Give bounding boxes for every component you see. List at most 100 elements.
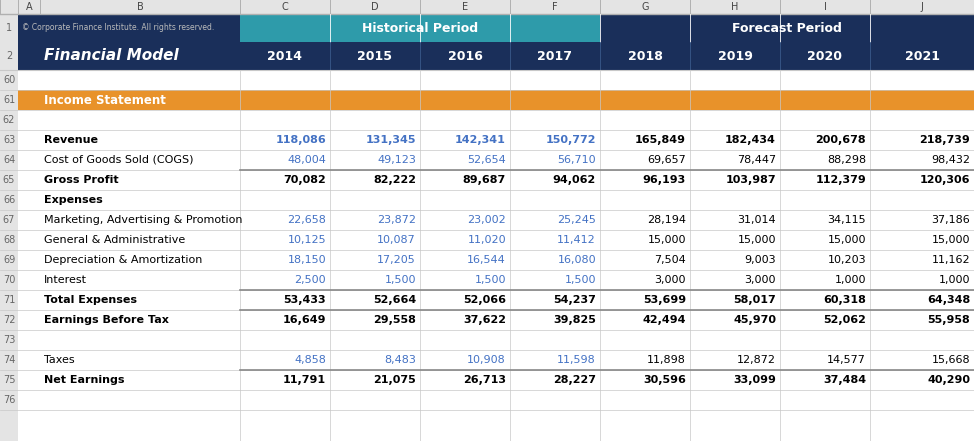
Text: Cost of Goods Sold (COGS): Cost of Goods Sold (COGS) <box>44 155 194 165</box>
Text: 42,494: 42,494 <box>643 315 686 325</box>
Text: 1,000: 1,000 <box>835 275 866 285</box>
Text: 67: 67 <box>3 215 16 225</box>
Text: 2017: 2017 <box>538 49 573 63</box>
Text: 56,710: 56,710 <box>557 155 596 165</box>
Text: 2: 2 <box>6 51 12 61</box>
Text: Net Earnings: Net Earnings <box>44 375 125 385</box>
Text: 142,341: 142,341 <box>455 135 506 145</box>
Text: 70: 70 <box>3 275 16 285</box>
Text: 11,162: 11,162 <box>931 255 970 265</box>
Text: 30,596: 30,596 <box>643 375 686 385</box>
Text: 74: 74 <box>3 355 16 365</box>
Text: 61: 61 <box>3 95 16 105</box>
Text: 75: 75 <box>3 375 16 385</box>
Bar <box>0 190 18 210</box>
Bar <box>0 270 18 290</box>
Text: J: J <box>920 2 923 12</box>
Text: Interest: Interest <box>44 275 87 285</box>
Text: 150,772: 150,772 <box>545 135 596 145</box>
Text: 2020: 2020 <box>807 49 843 63</box>
Text: 10,908: 10,908 <box>468 355 506 365</box>
Bar <box>18 14 240 42</box>
Text: 16,649: 16,649 <box>282 315 326 325</box>
Text: 15,000: 15,000 <box>737 235 776 245</box>
Text: Income Statement: Income Statement <box>44 93 166 106</box>
Text: © Corporate Finance Institute. All rights reserved.: © Corporate Finance Institute. All right… <box>22 23 214 33</box>
Text: 18,150: 18,150 <box>287 255 326 265</box>
Text: 21,075: 21,075 <box>373 375 416 385</box>
Text: 1: 1 <box>6 23 12 33</box>
Text: 65: 65 <box>3 175 16 185</box>
Text: 66: 66 <box>3 195 16 205</box>
Text: 89,687: 89,687 <box>463 175 506 185</box>
Text: 165,849: 165,849 <box>635 135 686 145</box>
Bar <box>0 110 18 130</box>
Text: 69: 69 <box>3 255 16 265</box>
Text: A: A <box>25 2 32 12</box>
Text: I: I <box>824 2 826 12</box>
Text: Revenue: Revenue <box>44 135 98 145</box>
Bar <box>0 70 18 90</box>
Text: D: D <box>371 2 379 12</box>
Text: 48,004: 48,004 <box>287 155 326 165</box>
Text: 76: 76 <box>3 395 16 405</box>
Text: 72: 72 <box>3 315 16 325</box>
Text: 17,205: 17,205 <box>377 255 416 265</box>
Text: 131,345: 131,345 <box>365 135 416 145</box>
Text: 96,193: 96,193 <box>643 175 686 185</box>
Bar <box>0 350 18 370</box>
Text: 10,125: 10,125 <box>287 235 326 245</box>
Text: 53,699: 53,699 <box>643 295 686 305</box>
Text: E: E <box>462 2 468 12</box>
Text: 2021: 2021 <box>905 49 940 63</box>
Bar <box>240 14 600 42</box>
Bar <box>0 230 18 250</box>
Text: 4,858: 4,858 <box>294 355 326 365</box>
Text: 15,000: 15,000 <box>648 235 686 245</box>
Text: 69,657: 69,657 <box>648 155 686 165</box>
Text: 22,658: 22,658 <box>287 215 326 225</box>
Text: 2014: 2014 <box>268 49 303 63</box>
Text: 55,958: 55,958 <box>927 315 970 325</box>
Text: 45,970: 45,970 <box>733 315 776 325</box>
Text: 23,872: 23,872 <box>377 215 416 225</box>
Text: 15,000: 15,000 <box>931 235 970 245</box>
Text: 16,544: 16,544 <box>468 255 506 265</box>
Text: 62: 62 <box>3 115 16 125</box>
Bar <box>0 150 18 170</box>
Text: G: G <box>641 2 649 12</box>
Text: 11,412: 11,412 <box>557 235 596 245</box>
Text: 52,654: 52,654 <box>468 155 506 165</box>
Bar <box>0 310 18 330</box>
Text: Earnings Before Tax: Earnings Before Tax <box>44 315 169 325</box>
Text: 58,017: 58,017 <box>733 295 776 305</box>
Text: Gross Profit: Gross Profit <box>44 175 119 185</box>
Text: 118,086: 118,086 <box>276 135 326 145</box>
Text: B: B <box>136 2 143 12</box>
Text: 103,987: 103,987 <box>726 175 776 185</box>
Text: 2018: 2018 <box>627 49 662 63</box>
Text: 23,002: 23,002 <box>468 215 506 225</box>
Text: 37,186: 37,186 <box>931 215 970 225</box>
Text: 63: 63 <box>3 135 16 145</box>
Text: Forecast Period: Forecast Period <box>732 22 842 34</box>
Text: 26,713: 26,713 <box>463 375 506 385</box>
Text: 10,203: 10,203 <box>827 255 866 265</box>
Text: 70,082: 70,082 <box>283 175 326 185</box>
Text: Expenses: Expenses <box>44 195 102 205</box>
Text: 3,000: 3,000 <box>744 275 776 285</box>
Text: 60: 60 <box>3 75 16 85</box>
Bar <box>0 250 18 270</box>
Text: Total Expenses: Total Expenses <box>44 295 137 305</box>
Text: 200,678: 200,678 <box>815 135 866 145</box>
Text: 28,227: 28,227 <box>553 375 596 385</box>
Bar <box>0 42 974 70</box>
Bar <box>0 130 18 150</box>
Text: 1,500: 1,500 <box>474 275 506 285</box>
Text: Financial Model: Financial Model <box>44 49 179 64</box>
Text: Depreciation & Amortization: Depreciation & Amortization <box>44 255 203 265</box>
Text: 2015: 2015 <box>357 49 393 63</box>
Bar <box>0 370 18 390</box>
Bar <box>0 210 18 230</box>
Text: 40,290: 40,290 <box>927 375 970 385</box>
